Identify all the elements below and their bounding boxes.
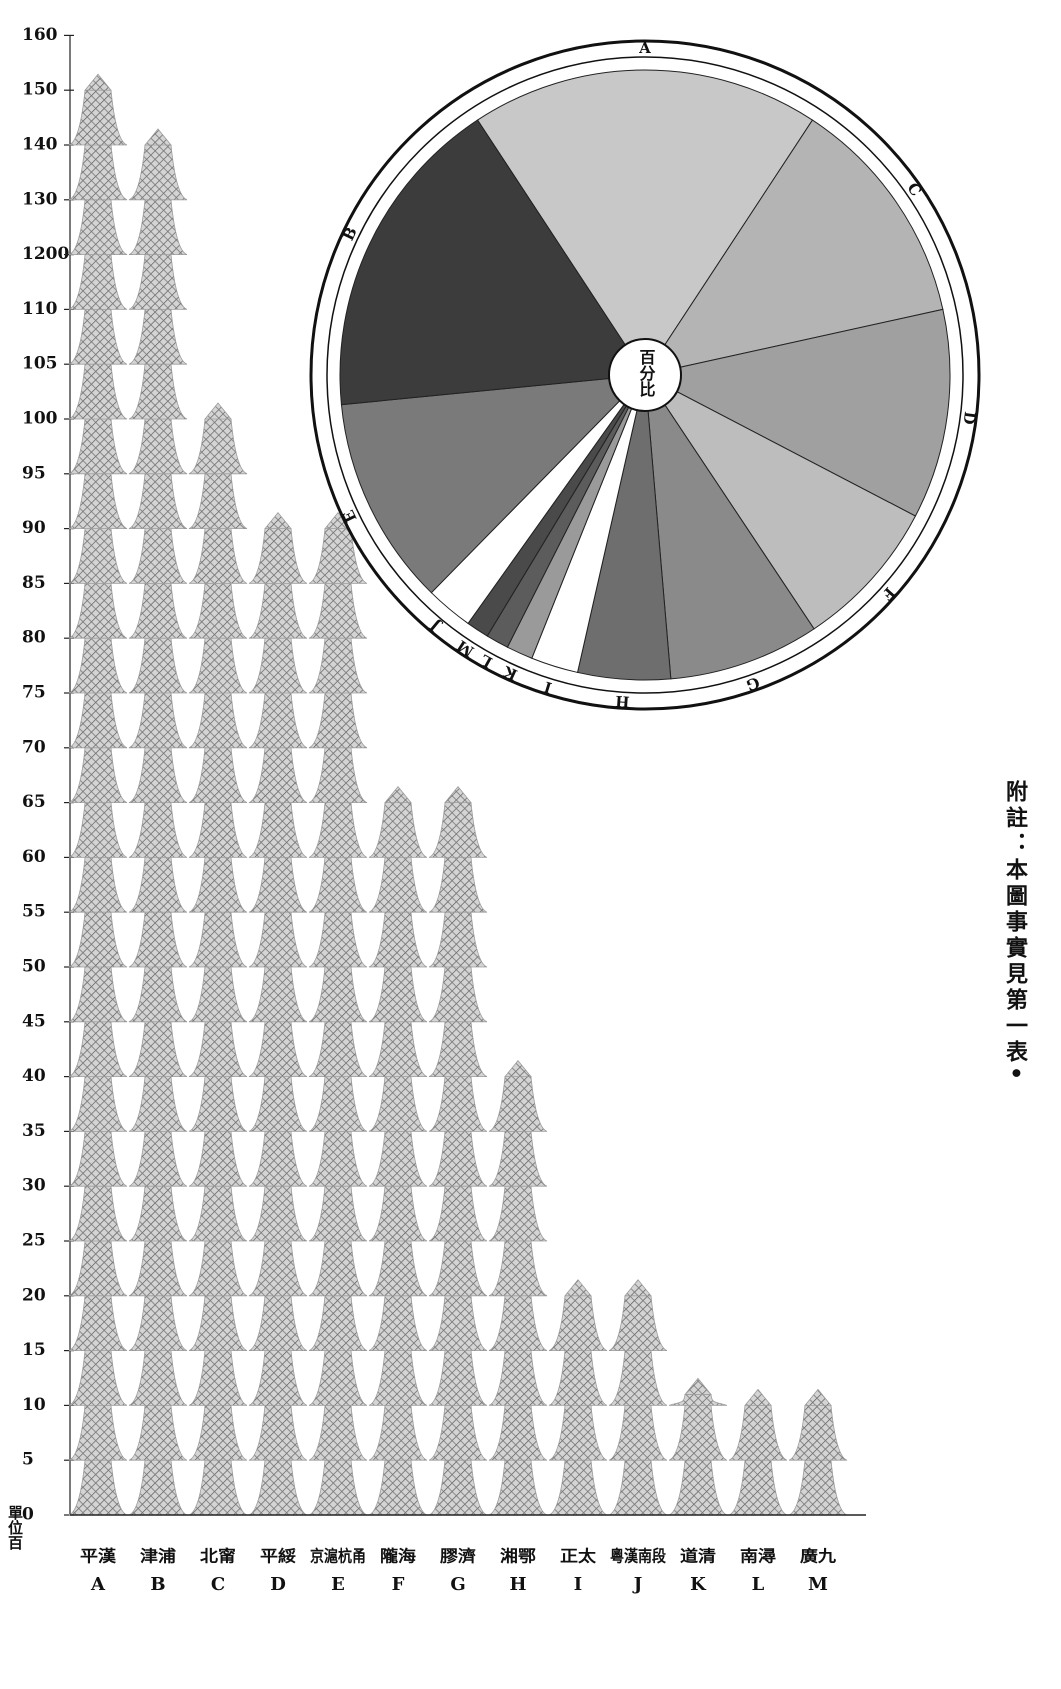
- bar: [488, 1059, 548, 1516]
- bar: [728, 1388, 788, 1516]
- pie-slice: [476, 69, 814, 376]
- x-tick-label: 津浦: [140, 1547, 176, 1566]
- y-tick-label: 10: [22, 1395, 46, 1415]
- y-tick-label: 150: [22, 80, 58, 100]
- bar: [668, 1377, 728, 1516]
- bar: [368, 785, 428, 1516]
- x-tick-label: 京滬杭甬: [310, 1547, 366, 1566]
- category-code: J: [632, 1574, 643, 1595]
- category-code: C: [211, 1574, 225, 1595]
- pie-slice: [643, 119, 944, 376]
- pie-slice: [339, 119, 646, 406]
- x-tick-label: 平綏: [260, 1547, 296, 1566]
- y-tick-label: 25: [22, 1231, 46, 1251]
- y-tick-label: 15: [22, 1340, 46, 1360]
- y-tick-label: 100: [22, 409, 58, 429]
- y-tick-label: 35: [22, 1121, 46, 1141]
- category-code: A: [90, 1574, 106, 1595]
- y-tick-label: 55: [22, 902, 46, 922]
- category-code: B: [150, 1574, 165, 1595]
- bar: [608, 1279, 668, 1516]
- bar: [308, 511, 368, 1516]
- y-tick-label: 20: [22, 1285, 46, 1305]
- slice-label: H: [615, 692, 630, 711]
- pie-slice: [644, 374, 917, 630]
- y-tick-label: 60: [22, 847, 46, 867]
- pie-ring: [326, 56, 964, 694]
- x-tick-label: 道清: [680, 1547, 716, 1566]
- category-code: K: [690, 1574, 707, 1595]
- bar: [188, 402, 248, 1516]
- x-tick-label: 廣九: [800, 1547, 836, 1566]
- category-code: F: [392, 1574, 405, 1595]
- category-code: M: [808, 1574, 828, 1595]
- category-code: E: [331, 1574, 345, 1595]
- bar: [68, 73, 128, 1516]
- y-tick-label: 5: [22, 1450, 34, 1470]
- y-tick-label: 75: [22, 683, 46, 703]
- y-tick-label: 45: [22, 1011, 46, 1031]
- y-tick-label: 65: [22, 792, 46, 812]
- slice-label: A: [638, 39, 651, 57]
- x-tick-label: 北甯: [200, 1547, 236, 1566]
- bar: [248, 511, 308, 1516]
- y-tick-label: 1200: [22, 244, 69, 264]
- y-tick-label: 70: [22, 737, 46, 757]
- pie-slice: [643, 308, 951, 517]
- slice-label: M: [454, 636, 478, 660]
- y-axis-label: 單位百: [6, 1505, 24, 1551]
- y-tick-label: 85: [22, 573, 46, 593]
- category-code: G: [450, 1574, 465, 1595]
- x-tick-label: 粵漢南段: [610, 1547, 667, 1566]
- bar: [788, 1388, 848, 1516]
- y-tick-label: 90: [22, 518, 46, 538]
- annotation: 附註：本圖事實見第一表•: [1002, 780, 1028, 1085]
- y-tick-label: 30: [22, 1176, 46, 1196]
- category-code: I: [574, 1574, 582, 1595]
- bar: [428, 785, 488, 1516]
- pie-center: [608, 338, 682, 412]
- pie-slice: [340, 374, 647, 594]
- y-tick-label: 110: [22, 299, 58, 319]
- y-tick-label: 160: [22, 25, 58, 45]
- bar: [128, 128, 188, 1516]
- y-tick-label: 105: [22, 354, 58, 374]
- category-code: L: [752, 1574, 765, 1595]
- category-code: D: [270, 1574, 286, 1595]
- category-code: H: [509, 1574, 526, 1595]
- y-tick-label: 50: [22, 957, 46, 977]
- slice-label: G: [744, 673, 762, 694]
- y-tick-label: 95: [22, 463, 46, 483]
- slice-label: D: [959, 410, 979, 425]
- x-tick-label: 正太: [560, 1547, 597, 1566]
- y-tick-label: 140: [22, 135, 58, 155]
- y-tick-label: 0: [22, 1505, 34, 1525]
- y-tick-label: 130: [22, 189, 58, 209]
- bar: [548, 1279, 608, 1516]
- x-tick-label: 南潯: [740, 1547, 776, 1566]
- pie-center-label: 百分比: [637, 349, 656, 398]
- y-tick-label: 80: [22, 628, 46, 648]
- x-tick-label: 膠濟: [440, 1547, 476, 1566]
- pie-slice: [644, 374, 815, 680]
- x-tick-label: 湘鄂: [500, 1547, 536, 1566]
- y-tick-label: 40: [22, 1066, 46, 1086]
- x-tick-label: 隴海: [380, 1547, 416, 1566]
- x-tick-label: 平漢: [80, 1547, 117, 1566]
